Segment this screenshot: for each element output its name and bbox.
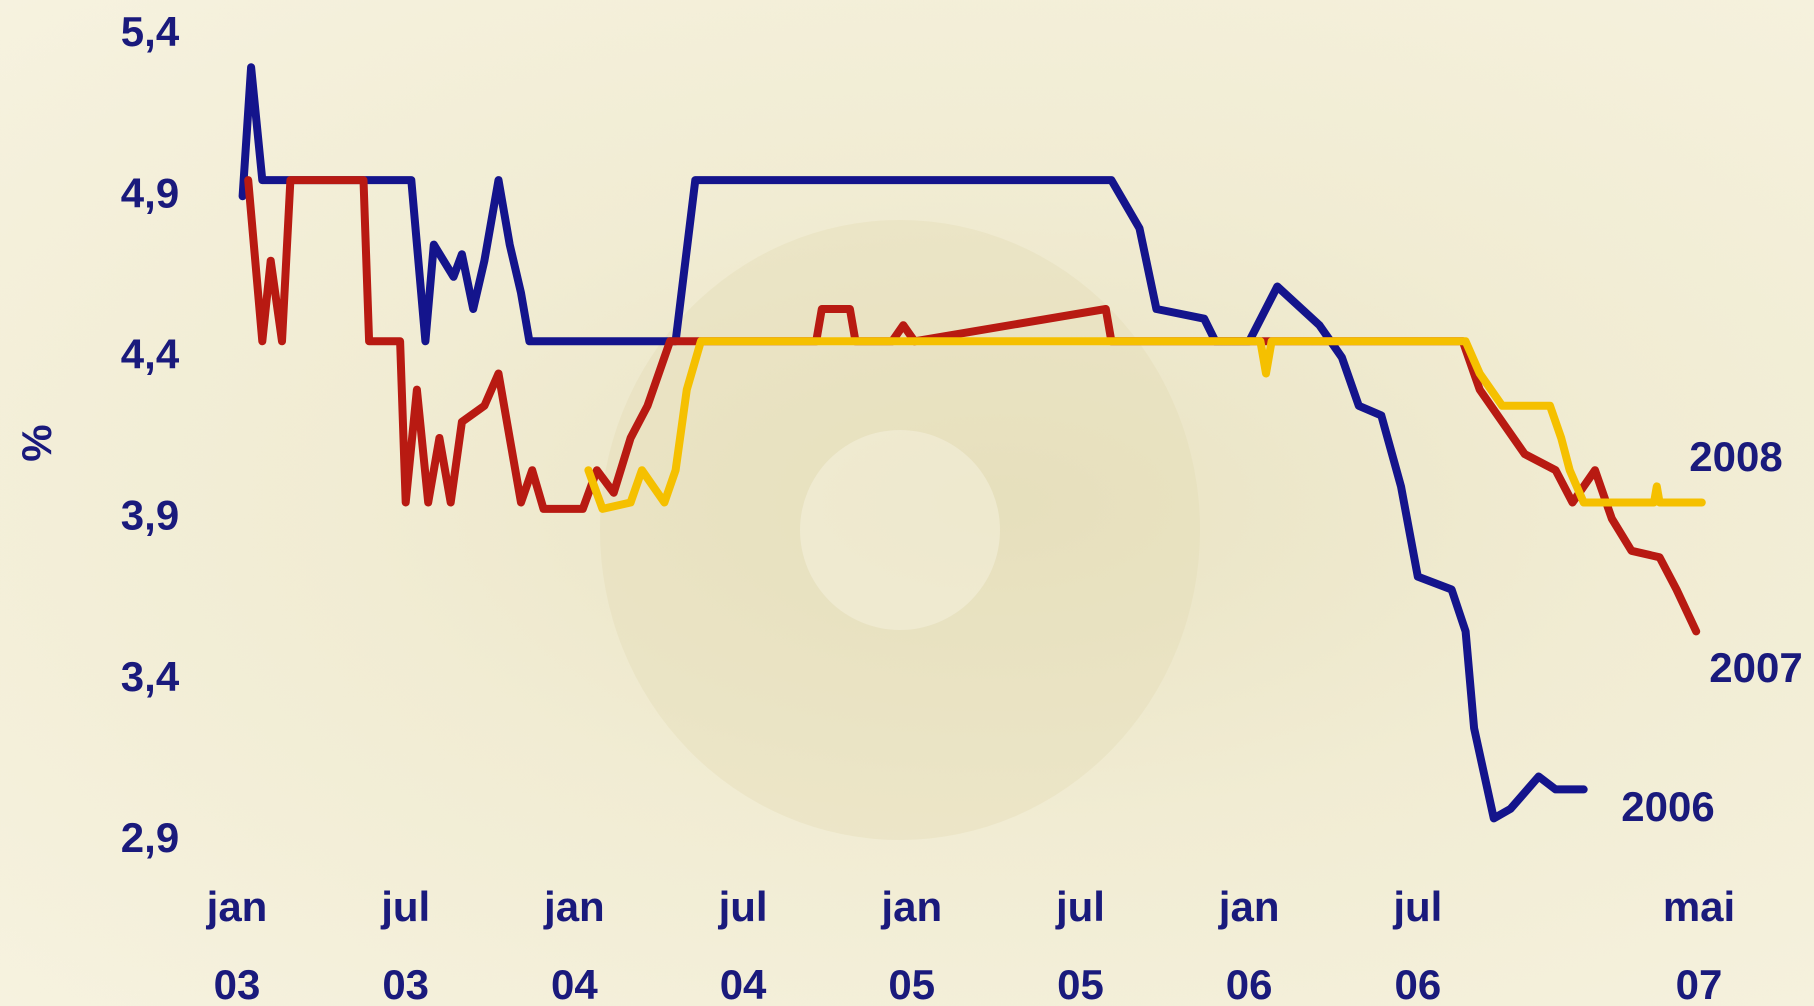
x-tick-label: jul 06 bbox=[1393, 883, 1443, 1006]
x-tick-label: jul 04 bbox=[718, 883, 768, 1006]
y-tick-label: 3,4 bbox=[121, 653, 180, 700]
series-label: 2008 bbox=[1689, 433, 1782, 480]
background-seal-center bbox=[800, 430, 1000, 630]
x-tick-label: jan 05 bbox=[881, 883, 943, 1006]
y-tick-label: 5,4 bbox=[121, 8, 180, 55]
series-line bbox=[244, 176, 1701, 636]
x-tick-label: jul 03 bbox=[381, 883, 431, 1006]
x-tick-label: jul 05 bbox=[1055, 883, 1105, 1006]
series-line bbox=[584, 337, 1706, 513]
y-tick-label: 4,9 bbox=[121, 169, 179, 216]
series-line bbox=[238, 63, 1588, 823]
y-axis-label: % bbox=[13, 424, 60, 461]
y-tick-label: 3,9 bbox=[121, 492, 179, 539]
series-label: 2006 bbox=[1621, 783, 1714, 830]
x-tick-label: jan 06 bbox=[1218, 883, 1280, 1006]
y-tick-label: 4,4 bbox=[121, 330, 180, 377]
x-tick-label: mai 07 bbox=[1662, 883, 1736, 1006]
y-tick-label: 2,9 bbox=[121, 814, 179, 861]
series-label: 2007 bbox=[1709, 644, 1802, 691]
x-tick-label: jan 04 bbox=[544, 883, 605, 1006]
x-tick-label: jan 03 bbox=[206, 883, 268, 1006]
